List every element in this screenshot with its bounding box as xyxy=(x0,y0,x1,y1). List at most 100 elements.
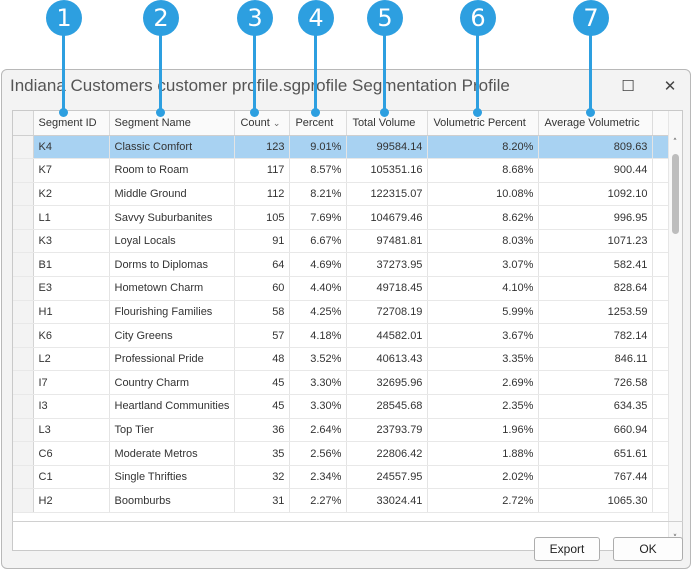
callout-5: 5 xyxy=(367,0,403,36)
cell-volumetric-percent: 2.69% xyxy=(427,370,540,396)
table-row[interactable]: E3 Hometown Charm 60 4.40% 49718.45 4.10% 828.… xyxy=(13,276,671,301)
cell-segment-name: Dorms to Diplomas xyxy=(109,252,236,278)
segment-table[interactable]: Segment ID Segment Name Count ⌄ Percent … xyxy=(12,110,683,551)
callout-7-dot xyxy=(586,108,595,117)
cell-volumetric-percent: 2.35% xyxy=(427,394,540,419)
cell-total-volume: 72708.19 xyxy=(346,300,429,325)
table-row[interactable]: K3 Loyal Locals 91 6.67% 97481.81 8.03% 1071.2… xyxy=(13,229,671,254)
cell-average-volumetric: 996.95 xyxy=(538,205,654,230)
scrollbar-thumb[interactable] xyxy=(672,154,679,234)
col-segment-id[interactable]: Segment ID xyxy=(33,111,110,136)
table-row[interactable]: L2 Professional Pride 48 3.52% 40613.43 3.35%… xyxy=(13,347,671,372)
row-header[interactable] xyxy=(13,418,34,443)
cell-count: 58 xyxy=(234,300,291,325)
row-header[interactable] xyxy=(13,182,34,207)
cell-average-volumetric: 767.44 xyxy=(538,465,654,490)
cell-volumetric-percent: 3.07% xyxy=(427,252,540,278)
cell-total-volume: 33024.41 xyxy=(346,488,429,513)
callout-4-dot xyxy=(311,108,320,117)
callout-3: 3 xyxy=(237,0,273,36)
table-row[interactable]: L1 Savvy Suburbanites 105 7.69% 104679.46 8.6… xyxy=(13,205,671,230)
cell-segment-id: H2 xyxy=(33,488,110,513)
cell-segment-name: Single Thrifties xyxy=(109,465,236,490)
window-title: Indiana Customers customer profile.sgpro… xyxy=(10,76,510,95)
cell-filler xyxy=(652,323,671,348)
cell-percent: 4.40% xyxy=(289,276,348,301)
cell-filler xyxy=(652,488,671,513)
table-row[interactable]: K6 City Greens 57 4.18% 44582.01 3.67% 782.14 xyxy=(13,323,671,348)
cell-average-volumetric: 582.41 xyxy=(538,252,654,278)
cell-segment-name: Hometown Charm xyxy=(109,276,236,301)
callout-2-dot xyxy=(156,108,165,117)
callout-7-leader xyxy=(589,34,592,112)
segmentation-profile-dialog: Indiana Customers customer profile.sgpro… xyxy=(1,69,691,569)
row-header[interactable] xyxy=(13,276,34,301)
table-row[interactable]: I7 Country Charm 45 3.30% 32695.96 2.69% 726.5… xyxy=(13,370,671,396)
cell-segment-name: Room to Roam xyxy=(109,158,236,183)
cell-average-volumetric: 634.35 xyxy=(538,394,654,419)
row-header[interactable] xyxy=(13,252,34,278)
row-header[interactable] xyxy=(13,347,34,372)
cell-segment-id: B1 xyxy=(33,252,110,278)
cell-segment-name: Top Tier xyxy=(109,418,236,443)
cell-segment-id: K7 xyxy=(33,158,110,183)
scroll-up-icon[interactable]: ˄ xyxy=(672,138,678,148)
cell-count: 117 xyxy=(234,158,291,183)
cell-volumetric-percent: 2.02% xyxy=(427,465,540,490)
cell-total-volume: 105351.16 xyxy=(346,158,429,183)
col-average-volumetric[interactable]: Average Volumetric xyxy=(538,111,654,136)
export-button[interactable]: Export xyxy=(534,537,600,561)
cell-segment-id: L1 xyxy=(33,205,110,230)
row-header[interactable] xyxy=(13,370,34,396)
table-row[interactable]: H2 Boomburbs 31 2.27% 33024.41 2.72% 1065.30 xyxy=(13,488,671,513)
cell-count: 64 xyxy=(234,252,291,278)
table-row[interactable]: K4 Classic Comfort 123 9.01% 99584.14 8.20% 80… xyxy=(13,135,671,160)
row-header[interactable] xyxy=(13,323,34,348)
cell-volumetric-percent: 10.08% xyxy=(427,182,540,207)
cell-filler xyxy=(652,370,671,396)
table-row[interactable]: K2 Middle Ground 112 8.21% 122315.07 10.08% 10… xyxy=(13,182,671,207)
cell-segment-id: K6 xyxy=(33,323,110,348)
row-header[interactable] xyxy=(13,488,34,513)
row-header[interactable] xyxy=(13,441,34,466)
cell-total-volume: 97481.81 xyxy=(346,229,429,254)
cell-volumetric-percent: 1.96% xyxy=(427,418,540,443)
cell-segment-name: Country Charm xyxy=(109,370,236,396)
table-row[interactable]: K7 Room to Roam 117 8.57% 105351.16 8.68% 900.… xyxy=(13,158,671,183)
col-volumetric-percent[interactable]: Volumetric Percent xyxy=(427,111,540,136)
title-bar: Indiana Customers customer profile.sgpro… xyxy=(2,70,690,104)
row-header[interactable] xyxy=(13,394,34,419)
cell-segment-id: K2 xyxy=(33,182,110,207)
cell-filler xyxy=(652,252,671,278)
row-header[interactable] xyxy=(13,205,34,230)
row-header[interactable] xyxy=(13,229,34,254)
maximize-icon[interactable]: ☐ xyxy=(621,77,635,95)
table-row[interactable]: B1 Dorms to Diplomas 64 4.69% 37273.95 3.07% 5… xyxy=(13,252,671,278)
row-header[interactable] xyxy=(13,158,34,183)
cell-segment-name: City Greens xyxy=(109,323,236,348)
cell-count: 36 xyxy=(234,418,291,443)
col-filler xyxy=(652,111,671,136)
close-icon[interactable]: ✕ xyxy=(663,77,677,95)
callout-5-dot xyxy=(380,108,389,117)
cell-segment-name: Professional Pride xyxy=(109,347,236,372)
table-row[interactable]: H1 Flourishing Families 58 4.25% 72708.19 5.9… xyxy=(13,300,671,325)
cell-count: 32 xyxy=(234,465,291,490)
cell-percent: 3.30% xyxy=(289,370,348,396)
table-row[interactable]: C1 Single Thrifties 32 2.34% 24557.95 2.02% 76… xyxy=(13,465,671,490)
col-segment-name[interactable]: Segment Name xyxy=(109,111,236,136)
table-row[interactable]: I3 Heartland Communities 45 3.30% 28545.68 2.… xyxy=(13,394,671,419)
row-header[interactable] xyxy=(13,300,34,325)
cell-volumetric-percent: 1.88% xyxy=(427,441,540,466)
table-row[interactable]: L3 Top Tier 36 2.64% 23793.79 1.96% 660.94 xyxy=(13,418,671,443)
vertical-scrollbar[interactable]: ˄ ˅ xyxy=(668,111,682,550)
table-row[interactable]: C6 Moderate Metros 35 2.56% 22806.42 1.88% 651… xyxy=(13,441,671,466)
cell-total-volume: 44582.01 xyxy=(346,323,429,348)
cell-count: 48 xyxy=(234,347,291,372)
row-header[interactable] xyxy=(13,135,34,160)
row-header[interactable] xyxy=(13,465,34,490)
ok-button[interactable]: OK xyxy=(613,537,683,561)
callout-1: 1 xyxy=(46,0,82,36)
sort-descending-icon: ⌄ xyxy=(272,117,281,128)
col-count[interactable]: Count ⌄ xyxy=(234,111,291,136)
